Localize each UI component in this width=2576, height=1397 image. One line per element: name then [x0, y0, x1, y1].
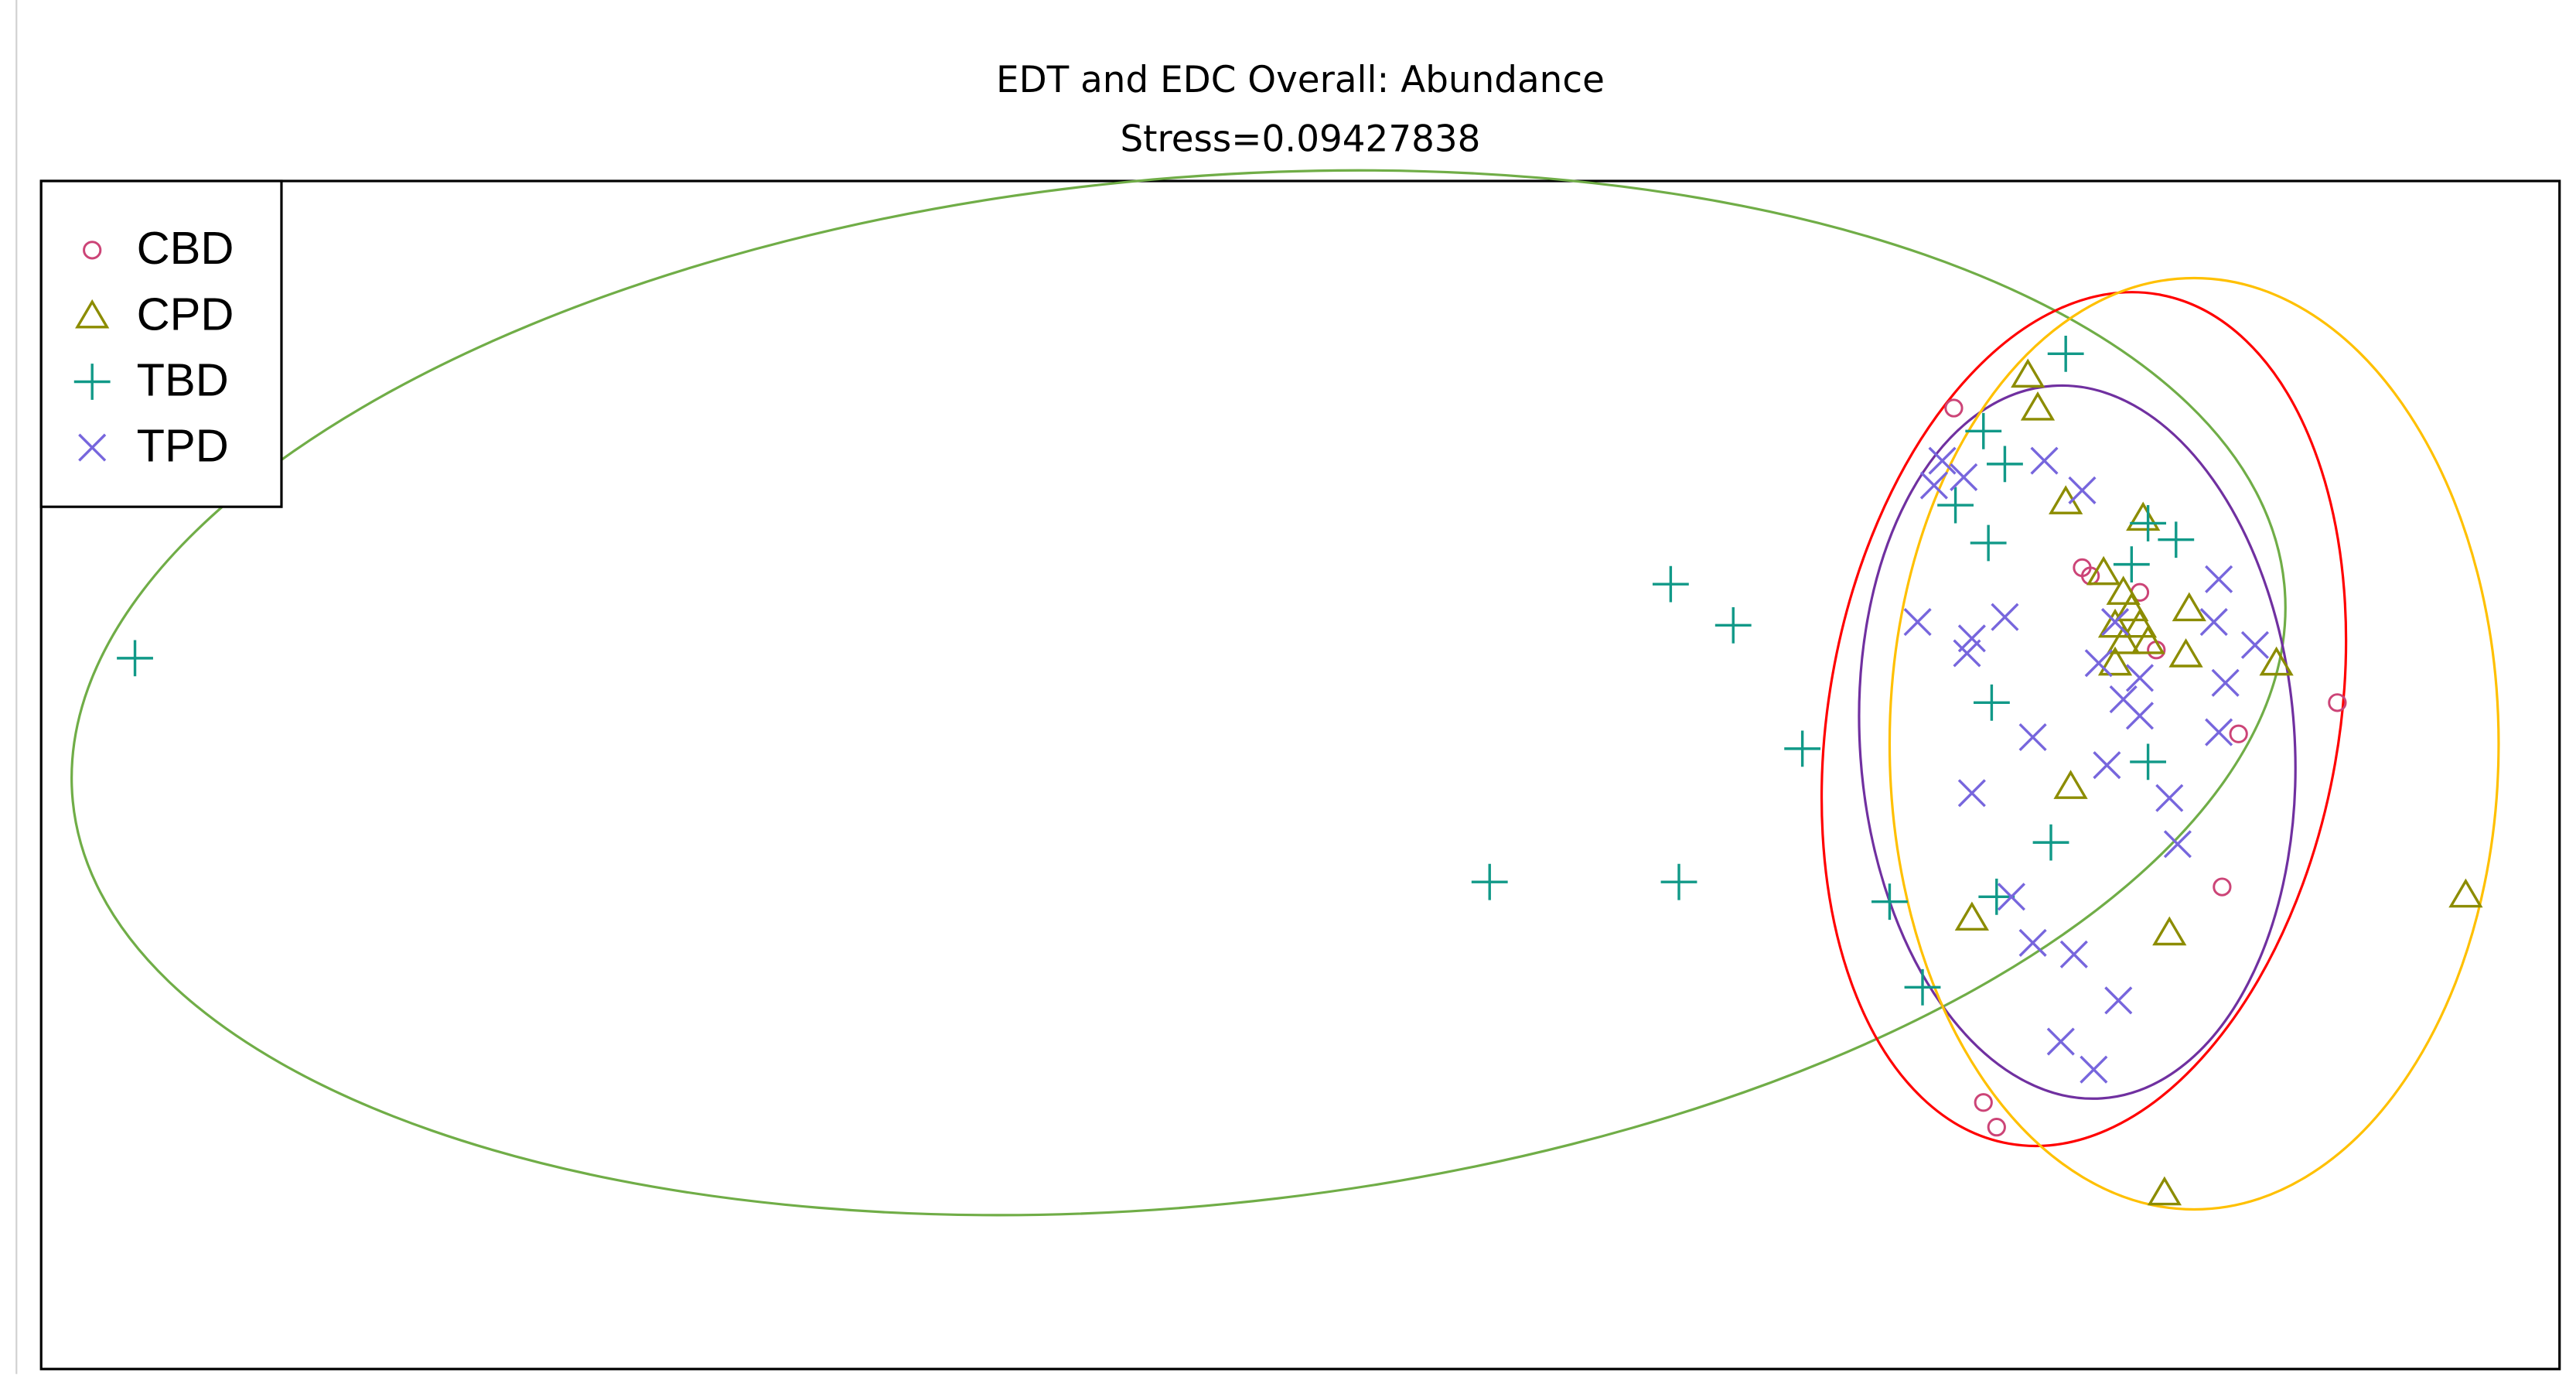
point: [1652, 565, 1689, 603]
point: [2086, 555, 2121, 586]
legend-marker: [78, 433, 107, 462]
point: [1471, 863, 1508, 900]
point: [2328, 693, 2347, 712]
point: [1957, 624, 1986, 653]
point: [1987, 1118, 2006, 1137]
point: [1978, 878, 2015, 915]
point: [2047, 335, 2084, 372]
point: [2030, 446, 2059, 475]
point: [1991, 603, 2019, 631]
confidence-ellipse: [70, 169, 2287, 1217]
point: [2163, 830, 2192, 859]
point: [2049, 485, 2083, 514]
point: [1944, 398, 1964, 418]
legend-label: TBD: [137, 354, 229, 405]
point: [2147, 1176, 2182, 1206]
point: [2172, 592, 2206, 622]
point: [2097, 608, 2133, 638]
point: [2130, 505, 2167, 541]
point: [2125, 664, 2155, 692]
confidence-ellipse: [1858, 384, 2297, 1100]
point: [1965, 412, 2002, 449]
point: [2448, 878, 2483, 908]
point: [1714, 606, 1752, 644]
point: [2205, 718, 2233, 746]
point: [2158, 521, 2195, 558]
point: [2011, 358, 2045, 388]
point: [1937, 487, 1974, 524]
point: [1950, 463, 1978, 491]
point: [2100, 608, 2130, 637]
point: [2104, 986, 2133, 1015]
point: [2168, 638, 2203, 668]
legend-label: CPD: [137, 288, 234, 340]
point: [2240, 630, 2270, 659]
point: [1953, 639, 1981, 668]
point: [2046, 1027, 2075, 1056]
confidence-ellipse: [1820, 291, 2348, 1148]
point: [2122, 608, 2158, 638]
point: [2211, 668, 2240, 697]
point: [1974, 1093, 1993, 1112]
point: [2114, 592, 2149, 622]
point: [1997, 883, 2026, 911]
point: [2213, 877, 2232, 897]
confidence-ellipse: [1888, 276, 2500, 1211]
point: [2229, 724, 2248, 743]
legend-box: [39, 179, 283, 508]
point: [2125, 702, 2155, 730]
point: [2093, 751, 2121, 780]
point: [2018, 928, 2047, 957]
point: [2131, 625, 2165, 654]
point: [2053, 770, 2088, 799]
point: [2152, 916, 2187, 946]
point: [2113, 546, 2150, 583]
point: [1928, 446, 1957, 475]
point: [1954, 901, 1989, 931]
chart-subtitle: Stress=0.09427838: [1120, 118, 1480, 160]
point: [2020, 391, 2056, 421]
point: [2018, 722, 2047, 752]
point: [2059, 940, 2088, 968]
point: [1903, 608, 1932, 637]
point: [2126, 501, 2161, 531]
point: [1871, 883, 1908, 921]
legend-marker: [73, 364, 111, 400]
point: [2199, 608, 2228, 637]
point: [2205, 565, 2233, 593]
point: [1660, 863, 1697, 900]
chart-title: EDT and EDC Overall: Abundance: [996, 60, 1605, 101]
legend-marker: [75, 299, 110, 329]
point: [117, 640, 153, 677]
legend-label: CBD: [137, 222, 234, 274]
point: [2097, 646, 2133, 676]
legend-label: TPD: [137, 419, 229, 471]
point: [1973, 684, 2010, 721]
plot-frame: [39, 179, 2561, 1371]
plot-area: [70, 169, 2500, 1217]
point: [2080, 1055, 2108, 1084]
point: [2155, 784, 2184, 812]
point: [2259, 646, 2294, 676]
point: [2068, 476, 2097, 504]
point: [2130, 743, 2167, 780]
point: [1957, 779, 1986, 808]
legend-marker: [83, 241, 102, 260]
point: [2106, 576, 2141, 605]
point: [2032, 824, 2069, 861]
point: [1970, 524, 2007, 562]
point: [1784, 730, 1821, 767]
point: [1987, 446, 2023, 483]
point: [1904, 968, 1941, 1006]
point: [2106, 625, 2141, 654]
point: [2084, 649, 2113, 678]
point: [1919, 471, 1948, 500]
